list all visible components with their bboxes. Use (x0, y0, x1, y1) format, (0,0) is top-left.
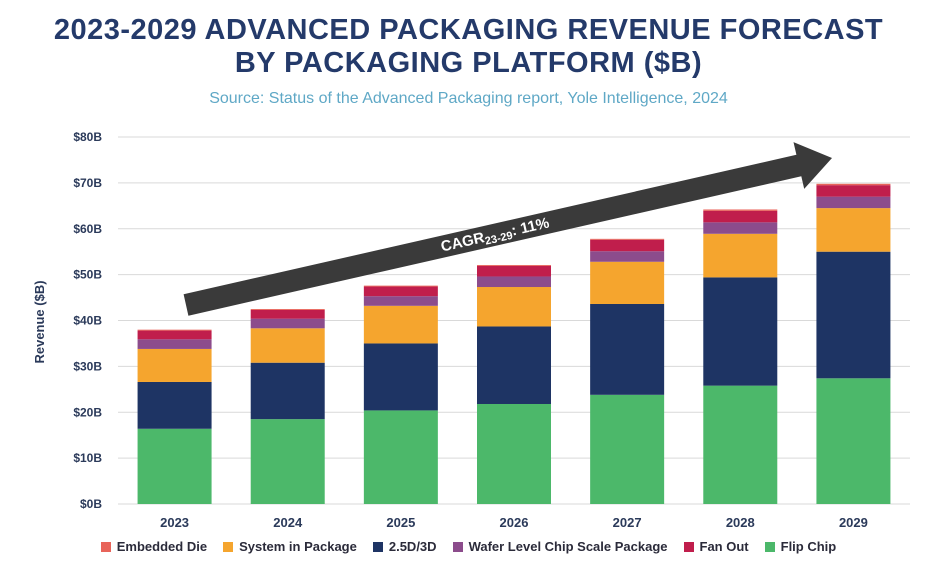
bar-segment-system-in-package (816, 208, 891, 252)
y-tick-label: $50B (73, 268, 102, 282)
legend-label: System in Package (239, 539, 357, 554)
bar-stack-2025 (363, 285, 438, 504)
bar-segment-wafer-level-chip-scale-package (477, 276, 551, 288)
bar-stacks (137, 183, 891, 504)
bar-segment-fan-out (703, 210, 778, 223)
bar-segment-system-in-package (250, 328, 325, 363)
bar-segment-flip-chip (250, 419, 325, 504)
legend-label: 2.5D/3D (388, 539, 437, 554)
x-tick-label: 2023 (160, 515, 189, 530)
bar-segment-system-in-package (137, 348, 212, 382)
bar-segment-fan-out (590, 239, 665, 252)
legend-item: Wafer Level Chip Scale Package (452, 539, 668, 554)
legend-item: Embedded Die (100, 539, 208, 554)
legend-item: Flip Chip (764, 539, 837, 554)
y-axis-label: Revenue ($B) (32, 280, 47, 363)
bar-segment-fan-out (477, 265, 551, 277)
legend-swatch (683, 541, 694, 552)
bar-segment-fan-out (816, 185, 891, 197)
legend-label: Embedded Die (116, 539, 208, 554)
title-line-1: 2023-2029 ADVANCED PACKAGING REVENUE FOR… (53, 14, 884, 46)
legend: Embedded Die System in Package 2.5D/3D Wafe… (0, 539, 937, 554)
bar-segment-embedded-die (816, 183, 891, 186)
bar-segment-2-5d-3d (477, 326, 551, 404)
x-tick-label: 2028 (726, 515, 755, 530)
bar-segment-flip-chip (137, 428, 212, 504)
cagr-arrow-shape (183, 142, 833, 316)
bar-segment-embedded-die (363, 285, 438, 287)
bar-segment-flip-chip (590, 394, 665, 504)
y-tick-label: $10B (73, 451, 102, 465)
bar-segment-wafer-level-chip-scale-package (363, 296, 438, 306)
legend-item: System in Package (223, 539, 357, 554)
bar-segment-2-5d-3d (703, 277, 778, 386)
bar-segment-flip-chip (703, 385, 778, 504)
bar-segment-flip-chip (477, 403, 551, 504)
y-tick-label: $30B (73, 359, 102, 373)
y-tick-label: $0B (80, 497, 102, 511)
legend-label: Flip Chip (780, 539, 837, 554)
legend-label: Fan Out (699, 539, 749, 554)
bar-segment-embedded-die (477, 264, 551, 266)
bar-segment-wafer-level-chip-scale-package (590, 251, 665, 262)
chart-subtitle: Source: Status of the Advanced Packaging… (209, 90, 728, 107)
y-tick-label: $40B (73, 314, 102, 328)
bar-segment-fan-out (363, 286, 438, 297)
y-tick-labels: $0B $10B $20B $30B $40B $50B $60B $70B $80B (73, 130, 102, 511)
x-tick-label: 2026 (500, 515, 529, 530)
bar-segment-wafer-level-chip-scale-package (250, 318, 325, 329)
bar-stack-2026 (477, 264, 551, 504)
legend-swatch (452, 541, 463, 552)
bar-segment-system-in-package (477, 287, 551, 327)
legend-item: 2.5D/3D (372, 539, 437, 554)
bar-segment-wafer-level-chip-scale-package (816, 196, 891, 209)
bar-segment-2-5d-3d (363, 343, 438, 411)
legend-swatch (372, 541, 383, 552)
bar-segment-embedded-die (137, 329, 212, 331)
y-tick-label: $80B (73, 130, 102, 144)
x-tick-labels: 2023 2024 2025 2026 2027 2028 2029 (160, 515, 868, 530)
bar-segment-fan-out (250, 309, 325, 319)
y-tick-label: $70B (73, 176, 102, 190)
chart-title: 2023-2029 ADVANCED PACKAGING REVENUE FOR… (0, 14, 937, 80)
bar-segment-flip-chip (816, 378, 891, 504)
bar-segment-wafer-level-chip-scale-package (703, 222, 778, 234)
cagr-arrow: CAGR23-29: 11% (183, 142, 833, 316)
bar-segment-2-5d-3d (590, 303, 665, 395)
bar-segment-system-in-package (590, 261, 665, 304)
bar-segment-fan-out (137, 330, 212, 340)
bar-segment-system-in-package (363, 305, 438, 344)
bar-stack-2024 (250, 309, 325, 504)
bar-stack-2023 (137, 329, 212, 504)
legend-swatch (223, 541, 234, 552)
bar-segment-2-5d-3d (137, 381, 212, 429)
bar-segment-2-5d-3d (816, 251, 891, 379)
bar-segment-2-5d-3d (250, 362, 325, 420)
y-tick-label: $20B (73, 405, 102, 419)
bar-segment-system-in-package (703, 233, 778, 278)
bar-segment-embedded-die (703, 209, 778, 211)
x-tick-label: 2024 (273, 515, 303, 530)
legend-item: Fan Out (683, 539, 749, 554)
bar-segment-embedded-die (590, 238, 665, 240)
title-line-2: BY PACKAGING PLATFORM ($B) (234, 47, 703, 79)
bar-stack-2028 (703, 209, 778, 504)
bar-stack-2029 (816, 183, 891, 504)
legend-swatch (764, 541, 775, 552)
y-tick-label: $60B (73, 222, 102, 236)
x-tick-label: 2025 (386, 515, 415, 530)
bar-segment-embedded-die (250, 309, 325, 310)
legend-swatch (100, 541, 111, 552)
bar-segment-flip-chip (363, 410, 438, 504)
x-tick-label: 2029 (839, 515, 868, 530)
legend-label: Wafer Level Chip Scale Package (468, 539, 668, 554)
x-tick-label: 2027 (613, 515, 642, 530)
bar-stack-2027 (590, 238, 665, 504)
bar-segment-wafer-level-chip-scale-package (137, 339, 212, 349)
